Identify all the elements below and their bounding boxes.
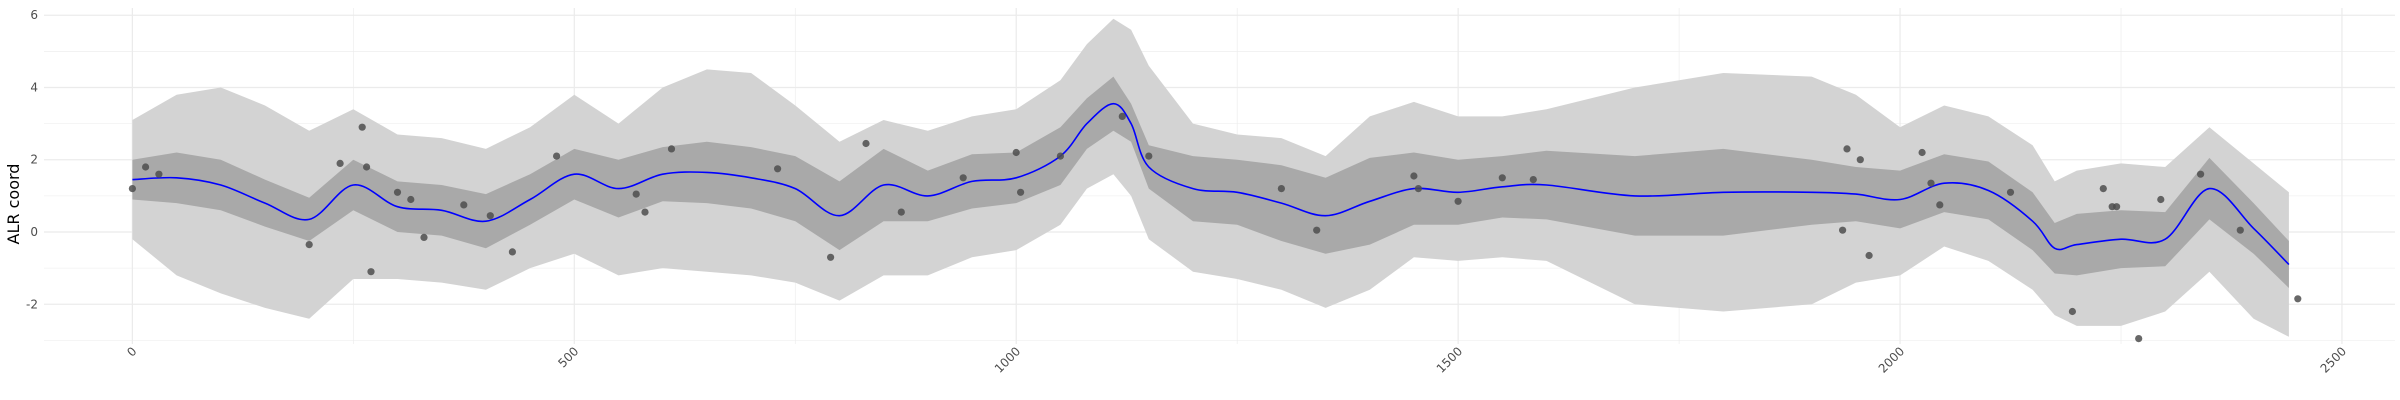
data-point	[897, 208, 905, 216]
data-point	[358, 123, 366, 131]
data-point	[1856, 156, 1864, 164]
data-point	[641, 208, 649, 216]
data-point	[420, 233, 428, 241]
y-tick-label: 2	[30, 153, 38, 167]
data-point	[1843, 145, 1851, 153]
data-point	[1414, 185, 1422, 193]
y-tick-label: 6	[30, 8, 38, 22]
observed-points	[128, 112, 2302, 343]
data-point	[827, 253, 835, 261]
data-point	[1313, 226, 1321, 234]
data-point	[1012, 148, 1020, 157]
data-point	[1927, 179, 1935, 187]
data-point	[2197, 170, 2205, 178]
data-point	[2068, 307, 2076, 316]
y-tick-label: 4	[30, 81, 38, 95]
data-point	[1936, 201, 1944, 209]
mean-line	[132, 102, 2290, 266]
data-point	[486, 212, 494, 220]
data-point	[2135, 335, 2143, 343]
data-point	[1839, 226, 1847, 234]
data-point	[1017, 188, 1025, 196]
data-point	[1865, 251, 1873, 260]
data-point	[1529, 176, 1537, 184]
data-point	[460, 201, 468, 209]
data-point	[393, 188, 402, 196]
data-point	[508, 248, 516, 256]
data-point	[2006, 188, 2015, 196]
data-point	[1277, 185, 1285, 193]
data-point	[667, 145, 676, 153]
data-point	[1918, 148, 1926, 157]
data-point	[1118, 112, 1126, 120]
data-point	[367, 268, 375, 276]
data-point	[959, 174, 967, 182]
data-point	[2113, 203, 2121, 211]
data-point	[2099, 185, 2107, 193]
data-point	[774, 165, 782, 173]
data-point	[2294, 295, 2302, 303]
data-point	[1410, 172, 1418, 180]
data-point	[128, 185, 136, 193]
inner-credible-band	[132, 76, 2289, 288]
data-point	[407, 195, 415, 204]
data-point	[862, 139, 870, 148]
data-point	[1454, 197, 1462, 205]
data-point	[632, 190, 640, 198]
data-point	[2236, 226, 2244, 234]
data-point	[155, 170, 163, 178]
y-axis-ticks: -2 0 2 4 6	[26, 8, 38, 311]
y-tick-label: -2	[26, 297, 38, 311]
data-point	[142, 163, 150, 171]
data-point	[1056, 152, 1064, 160]
y-tick-label: 0	[30, 225, 38, 239]
y-axis-title: ALR coord	[4, 164, 23, 245]
data-point	[1498, 174, 1506, 182]
data-point	[305, 241, 313, 249]
mean-line-path	[132, 102, 2290, 266]
data-point	[2157, 195, 2165, 204]
inner-band-area	[132, 76, 2289, 288]
data-point	[336, 159, 344, 167]
data-point	[363, 163, 371, 171]
data-point	[1145, 152, 1153, 160]
data-point	[553, 152, 561, 160]
